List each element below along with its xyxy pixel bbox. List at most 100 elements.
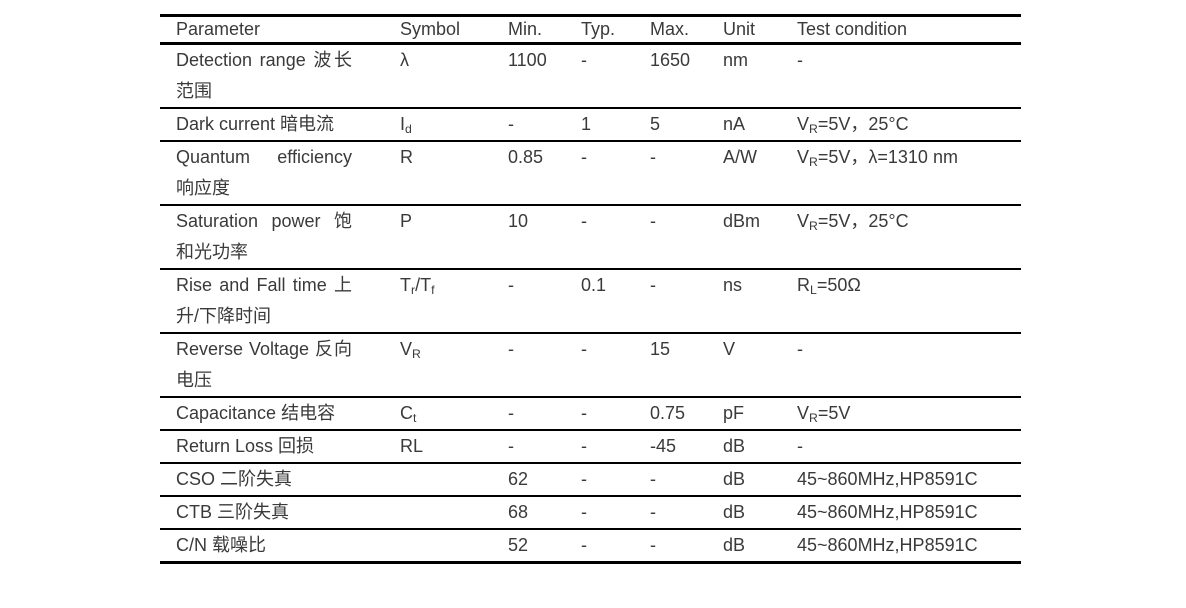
cell-symbol bbox=[400, 496, 508, 529]
cell-test-condition: VR=5V，25°C bbox=[797, 114, 909, 136]
cell-test-condition: - bbox=[797, 436, 803, 456]
cell-min: 68 bbox=[508, 502, 529, 522]
cell-unit: A/W bbox=[723, 147, 757, 167]
cell-test-condition: VR=5V，25°C bbox=[797, 211, 909, 233]
cell-symbol: Ct bbox=[400, 403, 417, 425]
table-row: CSO 二阶失真 62 - - dB 45~860MHz,HP8591C bbox=[160, 463, 1021, 496]
cell-unit: nA bbox=[723, 114, 746, 134]
cell-max: -45 bbox=[650, 436, 677, 456]
cell-test-condition: VR=5V bbox=[797, 403, 851, 425]
cell-test-condition: RL=50Ω bbox=[797, 275, 861, 297]
cell-min: - bbox=[508, 114, 514, 134]
header-symbol: Symbol bbox=[400, 19, 461, 39]
cell-parameter: Detection range 波长范围 bbox=[176, 50, 352, 101]
cell-typ: - bbox=[581, 403, 587, 423]
cell-max: - bbox=[650, 147, 656, 167]
cell-min: 1100 bbox=[508, 50, 547, 70]
cell-symbol bbox=[400, 463, 508, 496]
cell-parameter: Rise and Fall time 上升/下降时间 bbox=[176, 275, 352, 326]
cell-min: 52 bbox=[508, 535, 529, 555]
table-row: Return Loss 回损 RL - - -45 dB - bbox=[160, 430, 1021, 463]
cell-typ: 1 bbox=[581, 114, 592, 134]
table-row: Dark current 暗电流 Id - 1 5 nA VR=5V，25°C bbox=[160, 108, 1021, 141]
cell-parameter: CTB 三阶失真 bbox=[176, 502, 290, 522]
cell-parameter: C/N 载噪比 bbox=[176, 535, 266, 555]
cell-max: - bbox=[650, 469, 656, 489]
table-row: C/N 载噪比 52 - - dB 45~860MHz,HP8591C bbox=[160, 529, 1021, 563]
cell-typ: - bbox=[581, 211, 587, 231]
table-row: Capacitance 结电容 Ct - - 0.75 pF VR=5V bbox=[160, 397, 1021, 430]
table-row: Reverse Voltage 反向电压 VR - - 15 V - bbox=[160, 333, 1021, 397]
cell-symbol: Id bbox=[400, 114, 412, 136]
cell-parameter: CSO 二阶失真 bbox=[176, 469, 293, 489]
cell-unit: ns bbox=[723, 275, 743, 295]
cell-max: 15 bbox=[650, 339, 671, 359]
cell-test-condition: 45~860MHz,HP8591C bbox=[797, 535, 978, 555]
cell-unit: dB bbox=[723, 469, 746, 489]
cell-typ: 0.1 bbox=[581, 275, 607, 295]
cell-min: 10 bbox=[508, 211, 529, 231]
cell-unit: dB bbox=[723, 502, 746, 522]
cell-typ: - bbox=[581, 147, 587, 167]
cell-min: 62 bbox=[508, 469, 529, 489]
cell-symbol: RL bbox=[400, 436, 424, 456]
cell-min: - bbox=[508, 436, 514, 456]
cell-max: - bbox=[650, 211, 656, 231]
cell-unit: dBm bbox=[723, 211, 761, 231]
cell-max: - bbox=[650, 502, 656, 522]
cell-max: - bbox=[650, 535, 656, 555]
cell-min: - bbox=[508, 403, 514, 423]
cell-test-condition: 45~860MHz,HP8591C bbox=[797, 469, 978, 489]
cell-parameter: Dark current 暗电流 bbox=[176, 114, 335, 134]
cell-symbol: λ bbox=[400, 50, 409, 70]
cell-max: - bbox=[650, 275, 656, 295]
cell-parameter: Capacitance 结电容 bbox=[176, 403, 336, 423]
cell-min: - bbox=[508, 275, 514, 295]
cell-test-condition: - bbox=[797, 50, 803, 70]
cell-typ: - bbox=[581, 436, 587, 456]
cell-unit: V bbox=[723, 339, 736, 359]
cell-parameter: Saturation power 饱和光功率 bbox=[176, 211, 352, 262]
cell-typ: - bbox=[581, 469, 587, 489]
cell-symbol bbox=[400, 529, 508, 563]
cell-test-condition: VR=5V，λ=1310 nm bbox=[797, 147, 958, 169]
cell-min: - bbox=[508, 339, 514, 359]
cell-typ: - bbox=[581, 502, 587, 522]
cell-test-condition: 45~860MHz,HP8591C bbox=[797, 502, 978, 522]
cell-unit: dB bbox=[723, 436, 746, 456]
table-body: Detection range 波长范围 λ 1100 - 1650 nm - … bbox=[160, 44, 1021, 563]
cell-symbol: P bbox=[400, 211, 413, 231]
cell-symbol: R bbox=[400, 147, 413, 167]
table-row: Quantum efficiency 响应度 R 0.85 - - A/W VR… bbox=[160, 141, 1021, 205]
header-test-condition: Test condition bbox=[797, 19, 908, 39]
table-row: CTB 三阶失真 68 - - dB 45~860MHz,HP8591C bbox=[160, 496, 1021, 529]
cell-parameter: Quantum efficiency 响应度 bbox=[176, 147, 352, 198]
header-typ: Typ. bbox=[581, 19, 616, 39]
cell-symbol: Tr/Tf bbox=[400, 275, 435, 297]
header-unit: Unit bbox=[723, 19, 756, 39]
header-parameter: Parameter bbox=[176, 19, 261, 39]
cell-unit: dB bbox=[723, 535, 746, 555]
cell-unit: pF bbox=[723, 403, 745, 423]
cell-max: 5 bbox=[650, 114, 661, 134]
cell-typ: - bbox=[581, 339, 587, 359]
cell-parameter: Reverse Voltage 反向电压 bbox=[176, 339, 352, 390]
header-max: Max. bbox=[650, 19, 690, 39]
cell-min: 0.85 bbox=[508, 147, 544, 167]
header-min: Min. bbox=[508, 19, 543, 39]
table-header: Parameter Symbol Min. Typ. Max. Unit Tes… bbox=[160, 15, 1021, 44]
table-row: Rise and Fall time 上升/下降时间 Tr/Tf - 0.1 -… bbox=[160, 269, 1021, 333]
cell-max: 0.75 bbox=[650, 403, 686, 423]
table-row: Detection range 波长范围 λ 1100 - 1650 nm - bbox=[160, 44, 1021, 108]
spec-table: Parameter Symbol Min. Typ. Max. Unit Tes… bbox=[160, 14, 1021, 564]
cell-test-condition: - bbox=[797, 339, 803, 359]
cell-unit: nm bbox=[723, 50, 749, 70]
cell-parameter: Return Loss 回损 bbox=[176, 436, 315, 456]
table-row: Saturation power 饱和光功率 P 10 - - dBm VR=5… bbox=[160, 205, 1021, 269]
cell-symbol: VR bbox=[400, 339, 421, 361]
cell-typ: - bbox=[581, 535, 587, 555]
header-row: Parameter Symbol Min. Typ. Max. Unit Tes… bbox=[160, 15, 1021, 44]
cell-max: 1650 bbox=[650, 50, 691, 70]
cell-typ: - bbox=[581, 50, 587, 70]
